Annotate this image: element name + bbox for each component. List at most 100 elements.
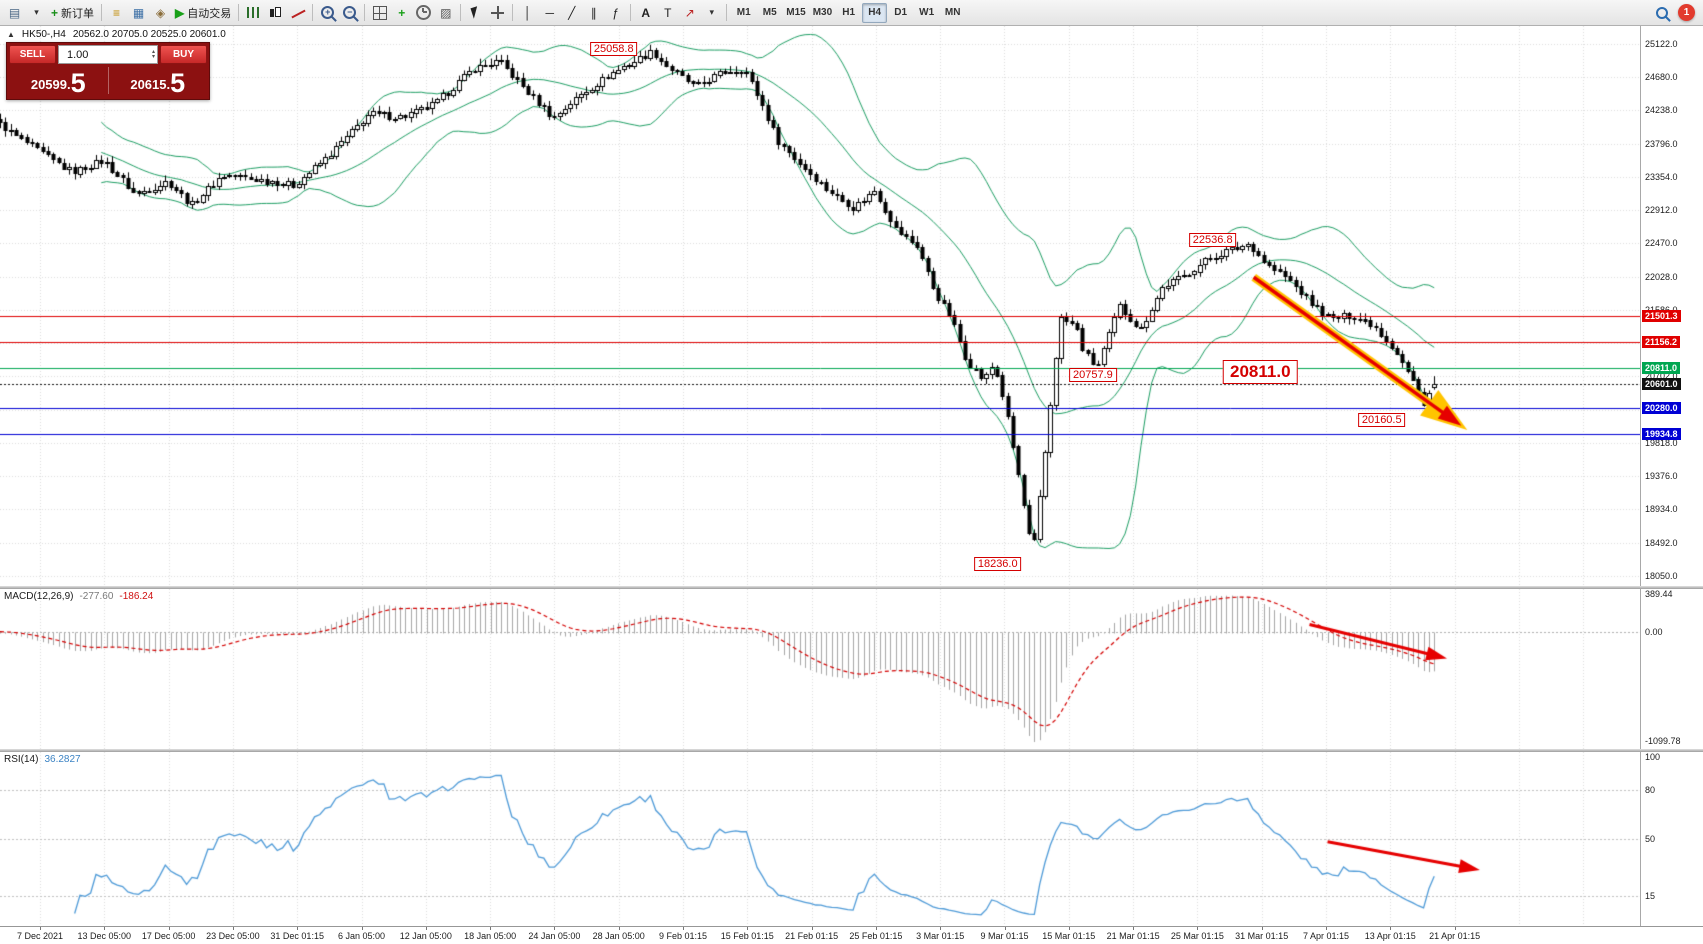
price-axis-label: 18050.0 — [1645, 570, 1678, 581]
trendline-icon[interactable]: ╱ — [561, 3, 582, 23]
new-chart-dropdown-icon[interactable]: ▾ — [26, 3, 47, 23]
toolbar-separator — [630, 4, 632, 21]
fibonacci-icon[interactable]: ƒ — [605, 3, 626, 23]
price-axis-label: 21586.0 — [1645, 305, 1678, 315]
time-axis-label: 24 Jan 05:00 — [528, 931, 581, 941]
autotrading-button[interactable]: ▶ 自动交易 — [172, 3, 234, 23]
rsi-indicator-label: RSI(14) 36.2827 — [4, 754, 81, 765]
rsi-axis-label: 15 — [1645, 891, 1656, 902]
time-axis-tick — [1197, 927, 1198, 930]
price-axis-label: 20702.0 — [1645, 371, 1678, 382]
toolbar-separator — [364, 4, 366, 21]
indicators-add-icon[interactable]: + — [391, 3, 412, 23]
crosshair-icon[interactable] — [487, 3, 508, 23]
rsi-canvas[interactable] — [0, 752, 1641, 926]
time-axis-tick — [619, 927, 620, 930]
price-label-annotation[interactable]: 20160.5 — [1357, 413, 1406, 428]
timeframe-m1[interactable]: M1 — [731, 3, 756, 23]
time-axis-tick — [362, 927, 363, 930]
templates-icon[interactable]: ▨ — [435, 3, 456, 23]
macd-axis[interactable]: 389.44 0.00 -1099.78 — [1640, 589, 1703, 749]
time-axis-label: 9 Mar 01:15 — [980, 931, 1029, 941]
trade-panel-divider — [107, 67, 109, 94]
time-axis-tick — [104, 927, 105, 930]
toolbar-separator — [312, 4, 314, 21]
text-tool-icon[interactable]: A — [635, 3, 656, 23]
candlestick-chart-icon[interactable] — [265, 3, 286, 23]
price-axis-label: 18934.0 — [1645, 504, 1678, 515]
macd-axis-label: 0.00 — [1645, 626, 1663, 637]
price-label-annotation[interactable]: 18236.0 — [973, 556, 1022, 571]
text-label-icon[interactable]: T — [657, 3, 678, 23]
new-order-button[interactable]: + 新订单 — [48, 3, 97, 23]
data-window-icon[interactable]: ▦ — [128, 3, 149, 23]
price-label-annotation[interactable]: 25058.8 — [589, 41, 638, 56]
timeframe-d1[interactable]: D1 — [888, 3, 913, 23]
volume-input[interactable]: 1.00 ▴ ▾ — [58, 45, 158, 64]
zoom-out-icon[interactable]: − — [339, 3, 360, 23]
navigator-icon[interactable]: ◈ — [150, 3, 171, 23]
price-label-annotation[interactable]: 20811.0 — [1223, 360, 1298, 384]
time-axis-label: 13 Dec 05:00 — [77, 931, 132, 941]
price-axis-label: 19818.0 — [1645, 437, 1678, 448]
price-axis-label: 24238.0 — [1645, 105, 1678, 116]
one-click-trading-panel: SELL 1.00 ▴ ▾ BUY 20599. 5 20615. 5 — [6, 42, 210, 100]
time-axis-label: 13 Apr 01:15 — [1364, 931, 1416, 941]
volume-spinner[interactable]: ▴ ▾ — [151, 48, 155, 60]
horizontal-line-icon[interactable]: ─ — [539, 3, 560, 23]
volume-decrease-icon[interactable]: ▾ — [151, 53, 155, 60]
autotrading-button-label: 自动交易 — [187, 7, 232, 20]
price-label-annotation[interactable]: 20757.9 — [1069, 367, 1117, 382]
macd-axis-label: -1099.78 — [1645, 736, 1681, 746]
timeframe-h1[interactable]: H1 — [836, 3, 861, 23]
arrows-dropdown-icon[interactable]: ▾ — [701, 3, 722, 23]
macd-axis-label: 389.44 — [1645, 589, 1673, 599]
vertical-line-icon[interactable]: │ — [517, 3, 538, 23]
price-label-annotation[interactable]: 22536.8 — [1188, 232, 1237, 247]
arrows-tool-icon[interactable]: ↗ — [679, 3, 700, 23]
timeframe-m15[interactable]: M15 — [783, 3, 808, 23]
line-chart-icon[interactable] — [287, 3, 308, 23]
tile-windows-icon[interactable] — [369, 3, 390, 23]
new-chart-icon[interactable]: ▤ — [4, 3, 25, 23]
price-axis-label: 23354.0 — [1645, 171, 1678, 182]
price-axis-label: 22470.0 — [1645, 238, 1678, 249]
timeframe-m30[interactable]: M30 — [810, 3, 835, 23]
panel-divider-rsi[interactable] — [0, 749, 1703, 752]
main-toolbar: ▤ ▾ + 新订单 ≡ ▦ ◈ ▶ 自动交易 + − + ▨ │ ─ ╱ ∥ ƒ A T ↗ ▾ M1 M5 M15 M30 H1 H… — [0, 0, 1703, 26]
time-axis-tick — [876, 927, 877, 930]
price-chart-canvas[interactable] — [0, 26, 1641, 586]
timeframe-m5[interactable]: M5 — [757, 3, 782, 23]
channel-icon[interactable]: ∥ — [583, 3, 604, 23]
cursor-icon[interactable] — [465, 3, 486, 23]
price-axis[interactable]: 25122.0 24680.0 24238.0 23796.0 23354.0 22912… — [1640, 26, 1703, 586]
symbol-ohlc-label: 20562.0 20705.0 20525.0 20601.0 — [72, 29, 226, 40]
timeframe-w1[interactable]: W1 — [914, 3, 939, 23]
zoom-in-icon[interactable]: + — [317, 3, 338, 23]
macd-canvas[interactable] — [0, 589, 1641, 749]
buy-button[interactable]: BUY — [160, 45, 207, 64]
timeframe-h4[interactable]: H4 — [862, 2, 888, 23]
search-icon[interactable] — [1651, 3, 1672, 23]
time-axis-label: 25 Feb 01:15 — [849, 931, 903, 941]
macd-name: MACD(12,26,9) — [4, 591, 74, 602]
one-click-collapse-icon[interactable]: ▲ — [7, 30, 15, 39]
notification-badge[interactable]: 1 — [1678, 4, 1695, 21]
panel-divider-macd[interactable] — [0, 586, 1703, 589]
time-axis-label: 28 Jan 05:00 — [592, 931, 645, 941]
rsi-axis-label: 80 — [1645, 784, 1656, 795]
volume-increase-icon[interactable]: ▴ — [151, 48, 155, 55]
periods-icon[interactable] — [413, 3, 434, 23]
time-axis-tick — [297, 927, 298, 930]
rsi-axis[interactable]: 100 80 50 15 — [1640, 752, 1703, 926]
sell-button[interactable]: SELL — [9, 45, 56, 64]
time-axis-label: 21 Mar 01:15 — [1106, 931, 1160, 941]
time-axis-label: 9 Feb 01:15 — [658, 931, 708, 941]
time-axis-label: 21 Apr 01:15 — [1429, 931, 1481, 941]
market-watch-icon[interactable]: ≡ — [106, 3, 127, 23]
time-axis[interactable]: 7 Dec 2021 13 Dec 05:00 17 Dec 05:00 23 Dec… — [0, 926, 1703, 944]
timeframe-mn[interactable]: MN — [940, 3, 965, 23]
time-axis-tick — [683, 927, 684, 930]
bar-chart-icon[interactable] — [243, 3, 264, 23]
